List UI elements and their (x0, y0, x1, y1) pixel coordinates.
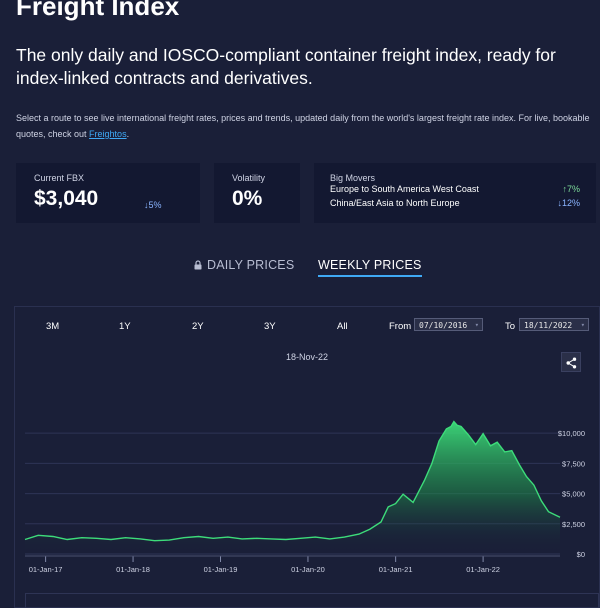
lock-icon (194, 259, 202, 273)
arrow-down-icon: ↓ (557, 198, 562, 208)
description-text: Select a route to see live international… (16, 113, 590, 139)
current-fbx-card: Current FBX $3,040 ↓5% (16, 163, 200, 223)
big-mover-change-value: 7% (566, 184, 580, 194)
fbx-change-value: 5% (148, 200, 162, 210)
big-movers-card: Big Movers Europe to South America West … (314, 163, 596, 223)
chevron-down-icon: ▾ (580, 321, 585, 329)
volatility-card: Volatility 0% (214, 163, 300, 223)
fbx-change: ↓5% (144, 200, 162, 210)
to-label: To (505, 321, 516, 332)
y-tick-label: $0 (577, 550, 585, 559)
volatility-label: Volatility (232, 173, 266, 183)
tab-daily-prices[interactable]: DAILY PRICES (194, 258, 294, 273)
range-button-1y[interactable]: 1Y (119, 321, 131, 332)
page-subtitle: The only daily and IOSCO-compliant conta… (16, 45, 556, 88)
to-date-value: 18/11/2022 (524, 321, 573, 330)
to-date-input[interactable]: 18/11/2022 ▾ (519, 318, 589, 331)
current-fbx-value: $3,040 (34, 187, 99, 210)
y-tick-label: $2,500 (562, 520, 585, 529)
hover-date: 18-Nov-22 (285, 352, 329, 362)
y-tick-label: $10,000 (558, 429, 585, 438)
price-tabs: DAILY PRICES WEEKLY PRICES (0, 258, 600, 278)
x-tick-label: 01-Jan-19 (204, 565, 238, 574)
chart-panel: 3M 1Y 2Y 3Y All From 07/10/2016 ▾ To 18/1… (14, 306, 600, 608)
page-title: Freight Index (16, 0, 180, 21)
share-icon (566, 356, 577, 374)
range-button-3y[interactable]: 3Y (264, 321, 276, 332)
x-tick-label: 01-Jan-20 (291, 565, 325, 574)
volatility-value: 0% (232, 187, 263, 210)
from-date-input[interactable]: 07/10/2016 ▾ (414, 318, 483, 331)
big-mover-route[interactable]: Europe to South America West Coast (330, 184, 479, 194)
series-area (25, 421, 560, 554)
navigator-strip[interactable] (25, 593, 599, 608)
x-tick-label: 01-Jan-18 (116, 565, 150, 574)
big-mover-change: ↑7% (562, 184, 580, 194)
arrow-up-icon: ↑ (562, 184, 567, 194)
range-button-2y[interactable]: 2Y (192, 321, 204, 332)
y-tick-label: $7,500 (562, 459, 585, 468)
big-mover-route[interactable]: China/East Asia to North Europe (330, 198, 460, 208)
from-date-value: 07/10/2016 (419, 321, 468, 330)
tab-daily-label: DAILY PRICES (207, 258, 295, 272)
y-tick-label: $5,000 (562, 490, 585, 499)
range-button-all[interactable]: All (337, 321, 348, 332)
description-end: . (126, 129, 130, 139)
tab-weekly-prices[interactable]: WEEKLY PRICES (318, 258, 422, 277)
chevron-down-icon: ▾ (474, 321, 479, 329)
page-description: Select a route to see live international… (16, 110, 596, 142)
arrow-down-icon: ↓ (144, 200, 149, 210)
current-fbx-label: Current FBX (34, 173, 85, 183)
big-movers-label: Big Movers (330, 173, 376, 183)
big-mover-change: ↓12% (557, 198, 580, 208)
x-tick-label: 01-Jan-21 (379, 565, 413, 574)
x-tick-label: 01-Jan-22 (466, 565, 500, 574)
x-tick-label: 01-Jan-17 (29, 565, 63, 574)
freightos-link[interactable]: Freightos (89, 129, 127, 139)
range-button-3m[interactable]: 3M (46, 321, 60, 332)
big-mover-change-value: 12% (561, 198, 580, 208)
from-label: From (389, 321, 412, 332)
share-button[interactable] (561, 352, 581, 372)
series-line[interactable] (24, 420, 561, 542)
freight-index-chart[interactable]: $0 $2,500 $5,000 $7,500 $10,000 01-Jan-17 01-… (15, 307, 599, 607)
